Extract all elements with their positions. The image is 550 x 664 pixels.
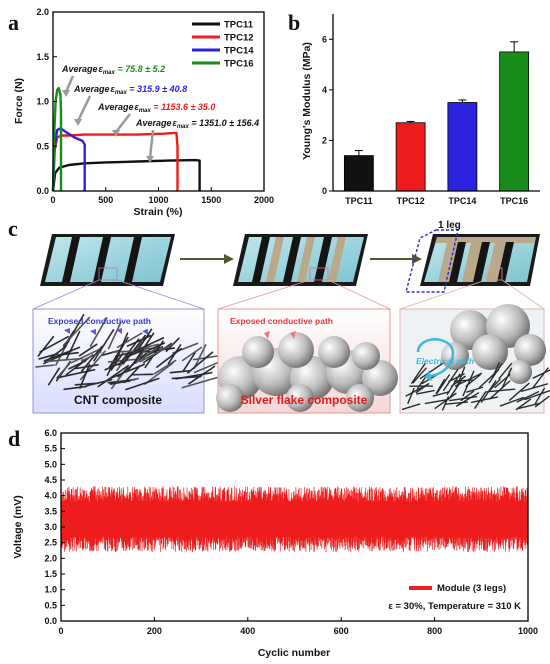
force-curve-tpc11 [51,158,201,192]
annotation-arrow [115,113,131,133]
modulus-bar-tpc12 [395,122,426,192]
force-strain-y-tick-label: 2.0 [36,7,49,17]
modulus-category-label: TPC12 [397,196,425,206]
force-strain-y-tick-label: 0.5 [36,141,49,151]
force-strain-x-tick-label: 2000 [254,195,274,205]
legend-label-tpc12: TPC12 [224,33,254,44]
voltage-y-tick-label: 1.5 [44,569,57,579]
force-strain-y-tick-label: 1.0 [36,97,49,107]
cnt-caption: CNT composite [74,393,162,407]
voltage-x-tick-label: 400 [240,626,255,636]
strain-annotation: Averageεmax = 1351.0 ± 156.4 [135,118,259,130]
cnt-path-label: Exposed conductive path [48,316,151,326]
annotation-arrowhead [112,130,120,137]
voltage-y-tick-label: 0.5 [44,600,57,610]
fabrication-schematic: 1 leg Exposed conductive path CNT compos… [32,220,550,414]
legend-label-tpc14: TPC14 [224,46,254,57]
electrical-path-label: Electrical path [416,356,474,366]
voltage-y-tick-label: 2.0 [44,553,57,563]
modulus-bar-tpc16 [499,51,530,192]
modulus-category-label: TPC14 [448,196,476,206]
device-cnt [40,234,175,286]
voltage-x-tick-label: 1000 [518,626,538,636]
modulus-bar-tpc11 [343,155,374,192]
voltage-cycle-chart: 0 200 400 600 800 1000 0.0 0.5 1.0 1.5 2.0 2.5 3.0 3.… [12,428,538,659]
voltage-y-tick-label: 0.0 [44,616,57,626]
voltage-x-label: Cyclic number [258,647,330,659]
voltage-y-tick-label: 5.0 [44,459,57,469]
modulus-bar-tpc14 [447,102,478,192]
voltage-x-tick-label: 200 [147,626,162,636]
annotation-arrowhead [74,119,82,126]
voltage-y-tick-label: 5.5 [44,444,57,454]
force-curve-tpc16 [51,86,63,192]
modulus-y-tick-label: 0 [322,186,327,196]
silver-path-label: Exposed conductive path [230,316,333,326]
force-strain-x-tick-label: 0 [50,195,55,205]
modulus-y-tick-label: 4 [322,85,327,95]
silver-caption: Silver flake composite [241,393,368,407]
force-strain-x-tick-label: 500 [98,195,113,205]
force-strain-x-tick-label: 1500 [201,195,221,205]
strain-annotation: Averageεmax = 75.8 ± 5.2 [61,64,165,76]
zoom-silver: Exposed conductive path Silver flake com… [216,308,398,414]
voltage-y-tick-label: 4.0 [44,491,57,501]
module-legend-label: Module (3 legs) [437,583,506,594]
zoom-module: Electrical path [399,304,550,414]
force-strain-y-tick-label: 1.5 [36,52,49,62]
strain-annotation: Averageεmax = 1153.6 ± 35.0 [97,102,215,114]
voltage-y-tick-label: 1.0 [44,585,57,595]
device-silver [233,234,368,286]
panel-letter-b: b [288,10,300,35]
legend-label-tpc11: TPC11 [224,20,254,31]
device-module: 1 leg [405,220,540,293]
voltage-x-tick-label: 800 [427,626,442,636]
panel-letter-c: c [8,216,18,241]
annotation-arrow [76,95,92,122]
modulus-y-tick-label: 6 [322,34,327,44]
voltage-y-label: Voltage (mV) [12,495,24,558]
voltage-x-tick-label: 0 [58,626,63,636]
annotation-arrow [148,129,155,159]
strain-annotation: Averageεmax = 315.9 ± 40.8 [73,84,187,96]
modulus-category-label: TPC16 [500,196,528,206]
voltage-y-tick-label: 4.5 [44,475,57,485]
youngs-modulus-chart: 0 2 4 6 TPC11 TPC12 TPC14 TPC16 Young's Modulus… [301,14,540,206]
legend-label-tpc16: TPC16 [224,59,254,70]
force-strain-y-tick-label: 0.0 [36,186,49,196]
force-strain-chart: 0 500 1000 1500 2000 0.0 0.5 1.0 1.5 2.0 Strain (… [13,7,274,218]
condition-label: ε = 30%, Temperature = 310 K [388,601,521,612]
panel-letter-a: a [8,10,19,35]
modulus-y-tick-label: 2 [322,135,327,145]
voltage-y-tick-label: 6.0 [44,428,57,438]
one-leg-label: 1 leg [438,220,461,231]
voltage-x-tick-label: 600 [334,626,349,636]
voltage-y-tick-label: 3.0 [44,522,57,532]
voltage-signal-line [60,486,529,553]
force-strain-y-label: Force (N) [13,78,25,124]
force-strain-x-label: Strain (%) [133,206,182,218]
annotation-arrowhead [62,90,70,97]
force-strain-x-tick-label: 1000 [148,195,168,205]
voltage-y-tick-label: 2.5 [44,538,57,548]
panel-letter-d: d [8,426,20,451]
force-curve-tpc14 [51,127,86,192]
zoom-cnt: Exposed conductive path CNT composite [32,308,223,414]
modulus-y-label: Young's Modulus (MPa) [301,42,313,160]
voltage-y-tick-label: 3.5 [44,506,57,516]
modulus-category-label: TPC11 [345,196,373,206]
annotation-arrow [64,75,75,93]
annotation-arrowhead [146,156,154,163]
